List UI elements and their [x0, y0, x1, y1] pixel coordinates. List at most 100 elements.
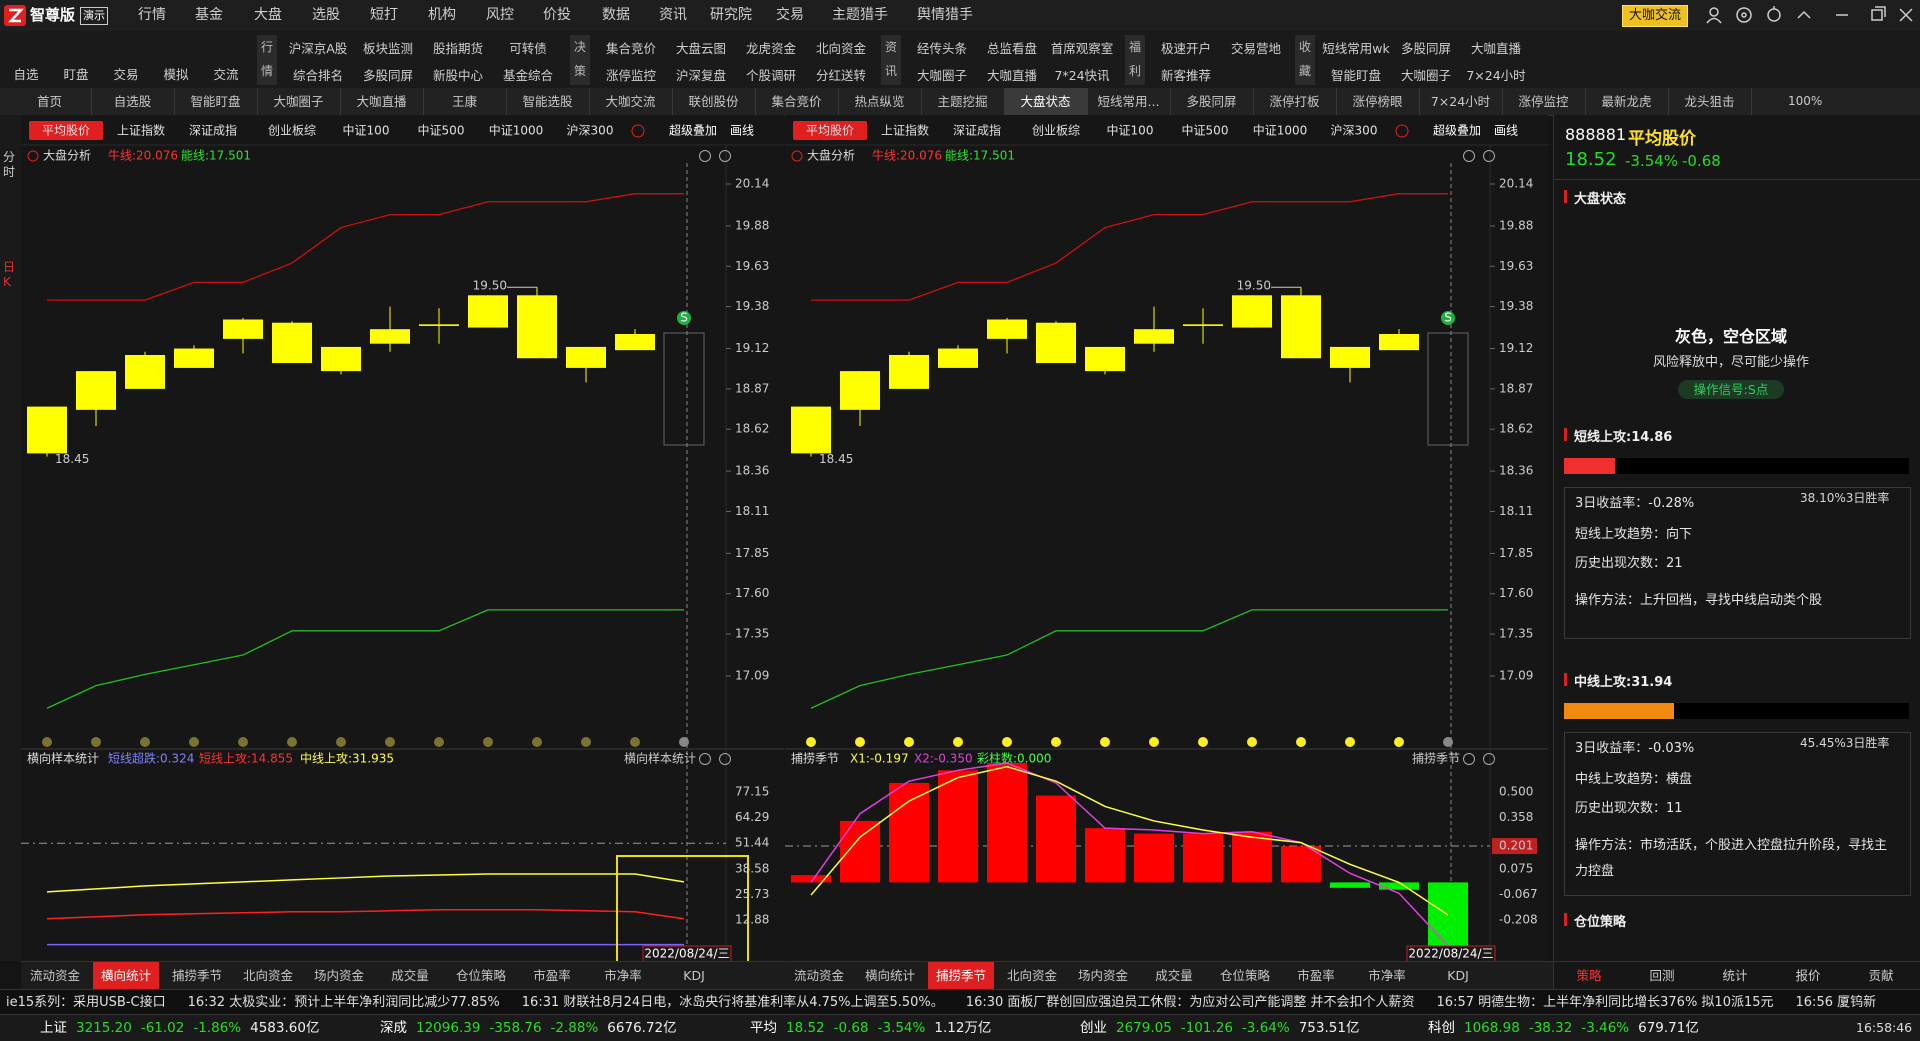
menu-item[interactable]: 短打: [370, 7, 398, 23]
toolbar-button[interactable]: 自选: [13, 67, 39, 82]
toolbar-link[interactable]: 沪深复盘: [675, 68, 727, 83]
index-button[interactable]: 平均股价: [42, 124, 90, 138]
toolbar-link[interactable]: 北向资金: [815, 41, 867, 56]
tab[interactable]: 多股同屏: [1170, 88, 1254, 115]
toolbar-link[interactable]: 多股同屏: [362, 68, 414, 83]
menu-item[interactable]: 大盘: [254, 7, 282, 23]
toolbar-link[interactable]: 新客推荐: [1160, 68, 1212, 83]
toolbar-link[interactable]: 沪深京A股: [288, 41, 348, 56]
bottom-tab[interactable]: 场内资金: [313, 968, 365, 983]
menu-item[interactable]: 机构: [428, 7, 456, 23]
tab[interactable]: 智能选股: [506, 88, 590, 115]
index-button[interactable]: 深证成指: [189, 123, 237, 138]
tab[interactable]: 涨停监控: [1502, 88, 1586, 115]
toolbar-button[interactable]: 盯盘: [63, 67, 89, 82]
toolbar-button[interactable]: 交易: [113, 67, 139, 82]
toolbar-link[interactable]: 分红送转: [815, 68, 867, 83]
bottom-tab[interactable]: 流动资金: [793, 968, 845, 983]
sidebar-tab[interactable]: 统计: [1722, 968, 1748, 983]
tab[interactable]: 龙头狙击: [1668, 88, 1752, 115]
bottom-tab[interactable]: 市盈率: [533, 968, 571, 983]
toolbar-link[interactable]: 集合竞价: [605, 41, 657, 56]
index-button[interactable]: 深证成指: [953, 123, 1001, 138]
toolbar-link[interactable]: 大咖圈子: [916, 68, 968, 83]
tab[interactable]: 主题挖掘: [921, 88, 1005, 115]
index-button[interactable]: 中证500: [1182, 123, 1229, 138]
bottom-tab[interactable]: 捕捞季节: [927, 962, 995, 990]
index-button[interactable]: 创业板综: [1032, 124, 1080, 138]
news-item[interactable]: 16:31 财联社8月24日电，冰岛央行将基准利率从4.75%上调至5.50%。: [521, 995, 944, 1010]
bottom-tab[interactable]: 市净率: [1368, 968, 1406, 983]
menu-item[interactable]: 主题猎手: [832, 7, 888, 23]
toolbar-link[interactable]: 基金综合: [502, 68, 554, 83]
draw-button[interactable]: 画线: [730, 124, 754, 138]
toolbar-link[interactable]: 股指期货: [432, 41, 484, 56]
overlay-button[interactable]: 超级叠加: [669, 123, 717, 138]
tab[interactable]: 集合竞价: [755, 88, 839, 115]
draw-button[interactable]: 画线: [1494, 124, 1518, 138]
tab[interactable]: 涨停打板: [1253, 88, 1337, 115]
toolbar-link[interactable]: 极速开户: [1160, 41, 1212, 56]
news-item[interactable]: ie15系列：采用USB-C接口: [6, 995, 166, 1010]
index-button[interactable]: 创业板综: [268, 124, 316, 138]
tab[interactable]: 智能盯盘: [174, 88, 258, 115]
menu-item[interactable]: 资讯: [659, 7, 687, 23]
menu-button[interactable]: 大咖交流: [1622, 5, 1689, 27]
bottom-tab[interactable]: 横向统计: [92, 962, 160, 990]
menu-item[interactable]: 交易: [776, 7, 804, 23]
sidebar-tab[interactable]: 报价: [1795, 968, 1821, 983]
sidebar-tab[interactable]: 贡献: [1868, 968, 1894, 983]
bottom-tab[interactable]: 仓位策略: [455, 968, 507, 983]
toolbar-link[interactable]: 大咖直播: [1470, 41, 1522, 56]
news-item[interactable]: 16:56 厦钨新: [1795, 995, 1877, 1010]
tab[interactable]: 大盘状态: [1004, 88, 1088, 115]
tab[interactable]: 首页: [8, 88, 92, 115]
sidebar-tab[interactable]: 回测: [1649, 968, 1675, 983]
toolbar-link[interactable]: 板块监测: [362, 41, 414, 56]
toolbar-link[interactable]: 短线常用wk: [1322, 41, 1390, 56]
index-button[interactable]: 上证指数: [117, 123, 165, 138]
sidebar-tab[interactable]: 策略: [1576, 968, 1602, 983]
toolbar-button[interactable]: 模拟: [163, 67, 189, 82]
tab[interactable]: 联创股份: [672, 88, 756, 115]
strip-tab[interactable]: 日K: [3, 260, 16, 289]
toolbar-link[interactable]: 综合排名: [292, 68, 344, 83]
bottom-tab[interactable]: KDJ: [1447, 968, 1469, 983]
toolbar-button[interactable]: 交流: [213, 67, 239, 82]
toolbar-link[interactable]: 个股调研: [745, 68, 797, 83]
menu-item[interactable]: 研究院: [710, 7, 752, 23]
menu-item[interactable]: 风控: [486, 7, 514, 23]
bottom-tab[interactable]: 横向统计: [864, 968, 916, 983]
menu-item[interactable]: 基金: [195, 7, 223, 23]
index-button[interactable]: 沪深300: [567, 124, 614, 138]
index-button[interactable]: 上证指数: [881, 123, 929, 138]
overlay-button[interactable]: 超级叠加: [1433, 123, 1481, 138]
index-button[interactable]: 中证1000: [1253, 123, 1308, 138]
bottom-tab[interactable]: 市盈率: [1297, 968, 1335, 983]
toolbar-link[interactable]: 大咖圈子: [1400, 68, 1452, 83]
news-item[interactable]: 16:57 明德生物：上半年净利同比增长376% 拟10派15元: [1436, 995, 1774, 1010]
toolbar-link[interactable]: 龙虎资金: [745, 41, 797, 56]
toolbar-link[interactable]: 首席观察室: [1050, 41, 1114, 56]
tab[interactable]: 自选股: [91, 88, 175, 115]
toolbar-link[interactable]: 大咖直播: [986, 68, 1038, 83]
bottom-tab[interactable]: 仓位策略: [1219, 968, 1271, 983]
tab[interactable]: 短线常用...: [1087, 88, 1171, 115]
index-button[interactable]: 平均股价: [806, 124, 854, 138]
toolbar-link[interactable]: 智能盯盘: [1330, 68, 1382, 83]
toolbar-link[interactable]: 涨停监控: [605, 68, 657, 83]
tab[interactable]: 大咖交流: [589, 88, 673, 115]
bottom-tab[interactable]: 流动资金: [29, 968, 81, 983]
bottom-tab[interactable]: 市净率: [604, 968, 642, 983]
menu-item[interactable]: 舆情猎手: [917, 7, 973, 23]
tab[interactable]: 最新龙虎: [1585, 88, 1669, 115]
tab[interactable]: 王康: [423, 88, 507, 115]
index-button[interactable]: 中证100: [343, 123, 390, 138]
menu-item[interactable]: 价投: [543, 7, 571, 23]
index-button[interactable]: 中证500: [418, 123, 465, 138]
index-button[interactable]: 中证1000: [489, 123, 544, 138]
tab[interactable]: 7×24小时: [1419, 88, 1503, 115]
menu-item[interactable]: 数据: [602, 7, 630, 23]
menu-item[interactable]: 选股: [312, 7, 340, 23]
tab[interactable]: 大咖直播: [340, 88, 424, 115]
